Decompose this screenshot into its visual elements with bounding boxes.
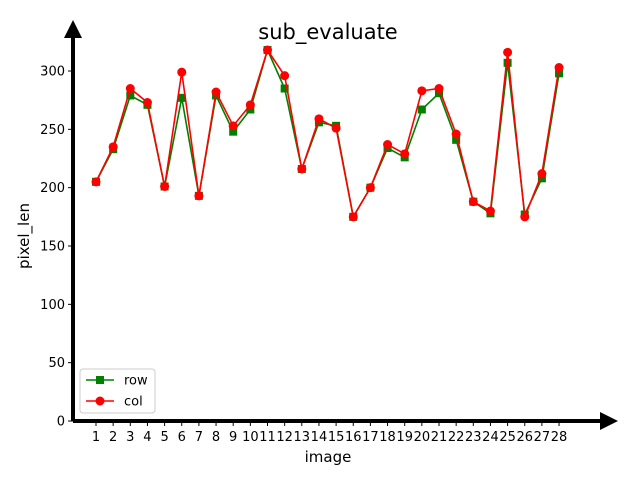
series-layer [91,45,564,222]
x-tick-label: 27 [534,430,551,445]
point-row [452,135,461,144]
point-col [365,183,375,193]
x-tick-label: 23 [465,430,482,445]
axes [64,20,618,430]
x-tick-label: 26 [516,430,533,445]
y-tick-label: 250 [40,123,65,138]
x-tick-label: 20 [414,430,431,445]
point-col [383,140,393,149]
x-tick-label: 22 [448,430,465,445]
point-col [160,182,170,191]
series-line-row [95,47,560,220]
y-axis-title: pixel_len [15,203,34,269]
point-col [108,142,118,152]
point-col [485,206,495,216]
legend-label-row: row [124,374,148,389]
x-tick-label: 8 [212,430,220,445]
x-tick-label: 4 [143,430,151,445]
point-row [126,91,135,100]
point-row [537,174,546,183]
x-tick-label: 3 [126,430,134,445]
x-tick-label: 28 [551,430,568,445]
y-ticks: 0 50 100 150 200 250 300 [40,65,73,430]
y-tick-label: 200 [40,181,65,196]
x-tick-label: 18 [379,430,396,445]
point-col [451,129,461,139]
point-col [263,45,272,55]
point-row [417,105,426,114]
point-col [348,212,358,222]
point-col [142,98,152,107]
chart-title: sub_evaluate [258,20,397,45]
point-col [228,121,238,131]
y-tick-label: 0 [57,415,65,430]
point-col [400,149,410,159]
x-tick-label: 1 [92,430,100,445]
legend: row col [79,368,156,414]
x-tick-label: 13 [294,430,311,445]
x-tick-label: 9 [229,430,237,445]
x-tick-label: 19 [396,430,413,445]
point-col [297,164,307,174]
x-axis-arrow [600,412,618,430]
point-col [211,87,221,97]
point-col [331,123,341,133]
x-tick-label: 2 [109,430,117,445]
point-row [177,93,186,102]
x-tick-label: 12 [276,430,293,445]
legend-label-col: col [124,395,143,410]
series-col [91,45,564,222]
point-col [280,71,290,81]
legend-marker-col [95,396,105,406]
x-tick-label: 25 [499,430,516,445]
point-row [555,69,564,78]
y-tick-label: 150 [40,240,65,255]
point-col [314,114,324,124]
y-axis-arrow [64,20,82,38]
point-col [503,47,513,57]
x-tick-label: 24 [482,430,499,445]
x-tick-label: 16 [345,430,362,445]
point-col [417,86,427,96]
x-tick-label: 17 [362,430,379,445]
point-col [177,67,187,77]
legend-marker-row [96,376,104,384]
point-col [434,84,444,93]
point-col [125,84,135,93]
x-tick-label: 10 [242,430,259,445]
point-col [468,197,478,207]
x-tick-label: 6 [178,430,186,445]
y-tick-label: 300 [40,65,65,80]
x-tick-label: 11 [259,430,276,445]
x-tick-label: 7 [195,430,203,445]
point-row [435,89,443,98]
point-col [91,177,101,187]
x-tick-label: 21 [431,430,448,445]
point-col [537,169,547,179]
x-ticks: 1 2 3 4 5 6 7 8 9 10 11 12 13 14 15 16 17 18 19 20 21 22 23 24 2… [92,421,567,445]
point-row [246,105,255,114]
x-tick-label: 14 [311,430,328,445]
x-tick-label: 5 [160,430,168,445]
point-col [554,63,564,72]
series-line-col [95,48,560,220]
x-axis-title: image [305,448,352,466]
x-tick-label: 15 [328,430,345,445]
point-col [520,212,530,222]
point-row [503,58,512,67]
y-tick-label: 100 [40,298,65,313]
point-col [245,100,255,110]
point-col [194,191,204,201]
y-tick-label: 50 [48,356,65,371]
point-row [229,127,238,136]
point-row [280,84,289,93]
